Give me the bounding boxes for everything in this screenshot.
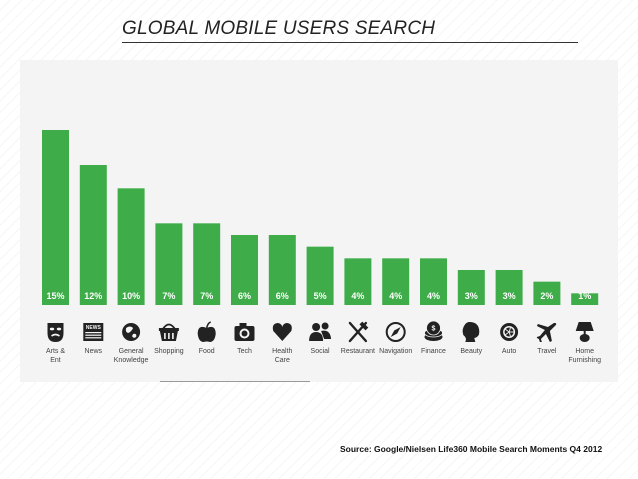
bar-3 xyxy=(155,223,183,305)
data-label-1: 12% xyxy=(84,291,102,301)
bar-11 xyxy=(457,270,485,305)
data-label-3: 7% xyxy=(162,291,175,301)
apple-icon xyxy=(197,321,216,342)
bar-12 xyxy=(495,270,523,305)
fork-knife-icon xyxy=(348,321,369,343)
compass-icon xyxy=(385,322,406,342)
data-label-14: 1% xyxy=(578,291,591,301)
data-label-12: 3% xyxy=(503,291,516,301)
bar-0 xyxy=(42,130,69,305)
category-label-4: Food xyxy=(199,348,215,355)
data-label-4: 7% xyxy=(200,291,213,301)
bar-14 xyxy=(571,293,599,305)
source-note: Source: Google/Nielsen Life360 Mobile Se… xyxy=(340,444,603,454)
divider-line xyxy=(160,381,310,382)
bar-10 xyxy=(420,258,447,305)
category-label-8: Restaurant xyxy=(341,348,375,355)
bar-5 xyxy=(231,235,258,305)
bar-4 xyxy=(193,223,221,305)
data-label-2: 10% xyxy=(122,291,140,301)
svg-text:NEWS: NEWS xyxy=(86,325,102,331)
category-label-13: Travel xyxy=(537,348,557,355)
data-label-6: 6% xyxy=(276,291,289,301)
category-label-1: News xyxy=(85,348,103,355)
bar-2 xyxy=(117,188,145,305)
category-label-12: Auto xyxy=(502,348,517,355)
svg-text:$: $ xyxy=(432,326,436,333)
wheel-icon xyxy=(500,323,519,341)
data-label-11: 3% xyxy=(465,291,478,301)
data-label-5: 6% xyxy=(238,291,251,301)
data-label-10: 4% xyxy=(427,291,440,301)
category-label-0: Arts & Ent xyxy=(46,348,65,364)
bar-1 xyxy=(79,165,107,305)
bar-8 xyxy=(344,258,372,305)
data-label-8: 4% xyxy=(351,291,364,301)
slide-title: GLOBAL MOBILE USERS SEARCH xyxy=(122,18,578,43)
category-label-7: Social xyxy=(311,348,331,355)
newspaper-icon: NEWS xyxy=(83,323,104,341)
data-label-13: 2% xyxy=(540,291,553,301)
data-label-7: 5% xyxy=(314,291,327,301)
woman-silhouette-icon xyxy=(462,322,480,342)
bar-6 xyxy=(268,235,296,305)
category-label-2: General Knowledge xyxy=(114,348,149,364)
chart-panel: 15% Arts & Ent 12% NEWS News 10% General Knowled… xyxy=(20,60,618,382)
bar-13 xyxy=(533,281,561,305)
bar-9 xyxy=(382,258,410,305)
theater-masks-icon xyxy=(47,323,64,342)
bar-chart: 15% Arts & Ent 12% NEWS News 10% General Knowled… xyxy=(42,130,601,364)
category-label-5: Tech xyxy=(237,348,252,355)
coins-icon: $ xyxy=(424,320,443,341)
data-label-9: 4% xyxy=(389,291,402,301)
data-label-0: 15% xyxy=(46,291,64,301)
lamp-icon xyxy=(575,322,594,342)
category-label-3: Shopping xyxy=(154,348,184,355)
heart-icon xyxy=(272,323,292,341)
people-icon xyxy=(309,322,332,341)
category-label-11: Beauty xyxy=(460,348,482,355)
category-label-6: Health Care xyxy=(272,348,292,364)
shopping-basket-icon xyxy=(158,323,179,341)
globe-icon xyxy=(122,323,141,341)
category-label-10: Finance xyxy=(421,348,446,355)
camera-icon xyxy=(234,323,255,341)
category-label-14: Home Furnishing xyxy=(568,348,601,364)
bar-7 xyxy=(306,246,334,305)
airplane-icon xyxy=(536,323,557,342)
category-label-9: Navigation xyxy=(379,348,412,355)
